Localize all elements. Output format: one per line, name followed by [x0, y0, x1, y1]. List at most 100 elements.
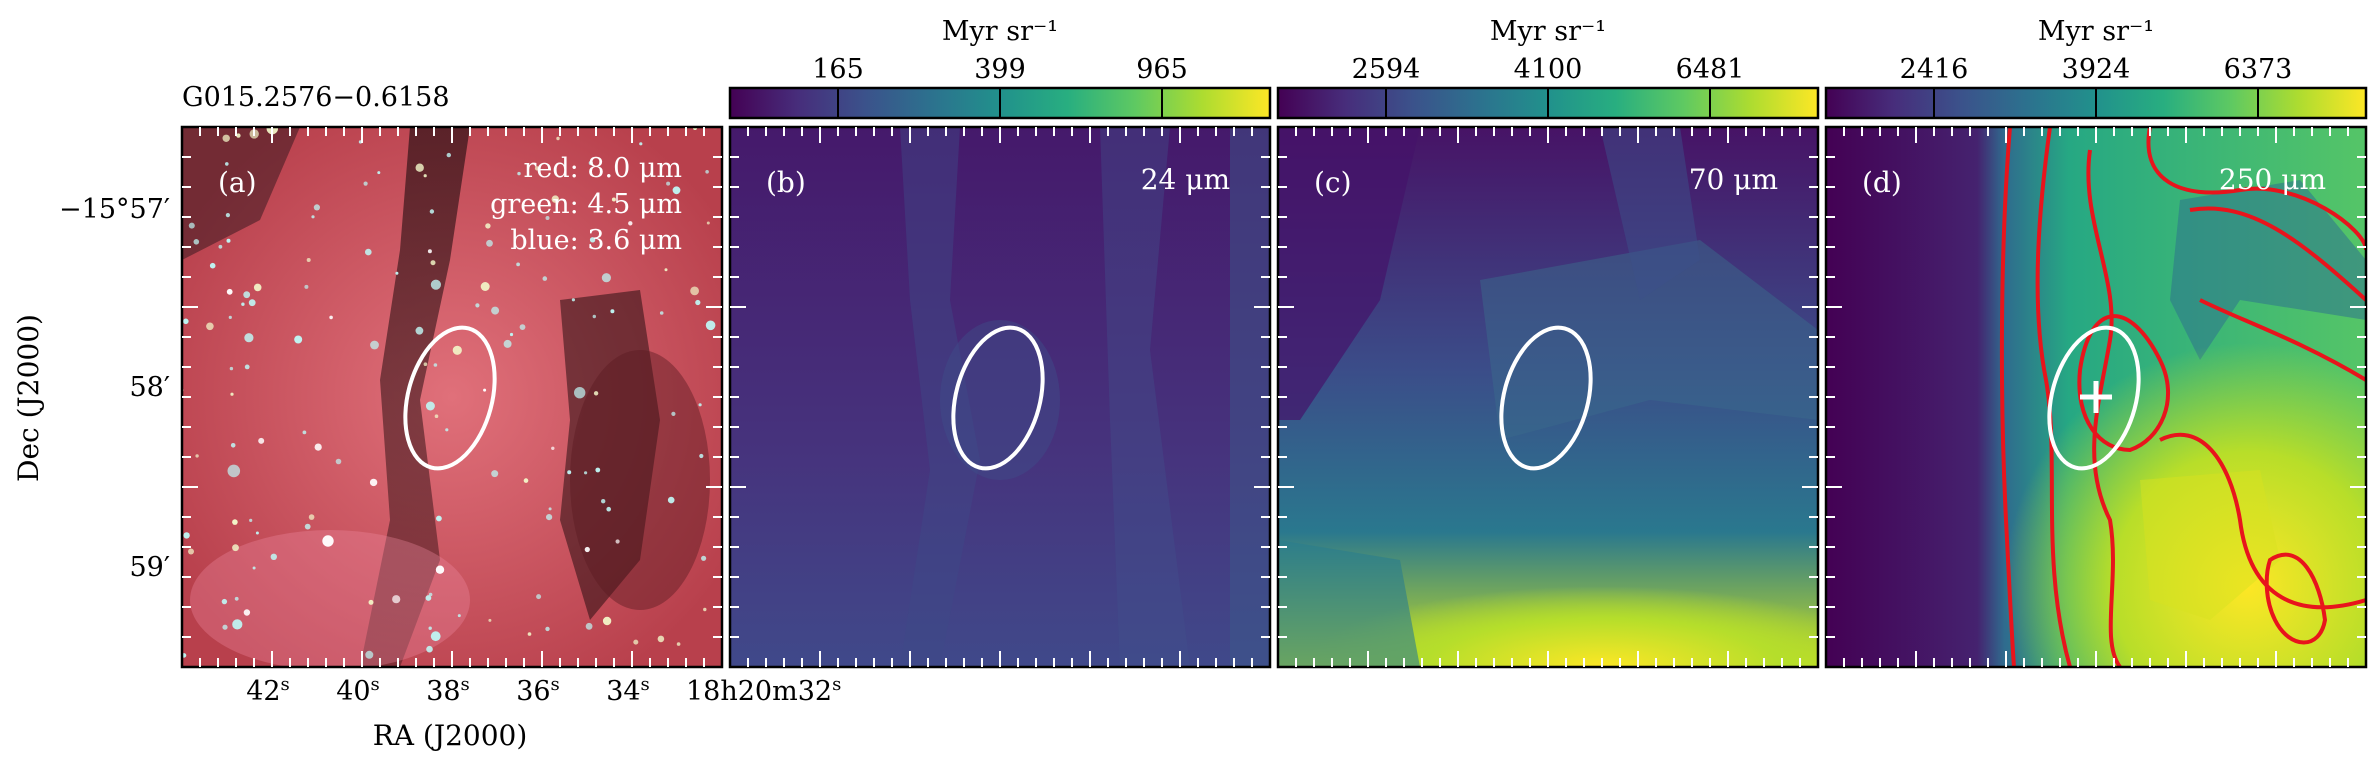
star: [545, 216, 550, 220]
star: [433, 363, 438, 367]
star: [225, 162, 229, 166]
star: [226, 238, 231, 243]
star: [606, 506, 611, 512]
star: [306, 258, 311, 262]
star: [705, 320, 716, 331]
star: [363, 181, 368, 186]
star: [545, 626, 550, 632]
panel-d-label: (d): [1862, 166, 1902, 199]
star: [188, 222, 195, 229]
star: [592, 314, 596, 319]
star: [423, 174, 427, 178]
star: [311, 215, 315, 219]
star: [225, 213, 230, 218]
star: [601, 499, 606, 504]
star: [639, 142, 643, 146]
star: [329, 315, 333, 320]
star: [475, 303, 480, 308]
star: [221, 598, 228, 605]
panel-d-ellipse: [2047, 325, 2141, 471]
panel-b-label: (b): [766, 166, 806, 199]
star: [226, 288, 233, 295]
star: [446, 152, 451, 158]
star: [546, 514, 553, 521]
panel-a-ellipse: [403, 325, 497, 471]
panel-b-image: [730, 127, 1270, 667]
star: [230, 392, 234, 396]
star: [584, 471, 588, 475]
composite-legend-blue: blue: 3.6 μm: [510, 225, 682, 256]
star: [434, 414, 439, 419]
colorbar-c-tick-3: 6481: [1676, 54, 1745, 85]
star: [430, 279, 441, 290]
star: [705, 170, 709, 174]
star: [392, 595, 401, 604]
star: [304, 523, 311, 530]
star: [548, 507, 552, 511]
star: [519, 324, 526, 330]
star: [426, 645, 433, 653]
star: [425, 595, 432, 601]
star: [491, 306, 500, 315]
panel-c-image: [1278, 127, 1818, 667]
star: [248, 299, 256, 307]
star: [241, 302, 245, 306]
star: [593, 391, 599, 396]
star: [667, 496, 675, 504]
star: [425, 401, 435, 411]
dec-tick-label: 59′: [130, 552, 171, 583]
star: [430, 631, 441, 642]
star: [206, 322, 214, 331]
ra-tick-label: 40s: [336, 674, 380, 707]
colorbar-d-tick-2: 3924: [2062, 54, 2131, 85]
star: [243, 291, 251, 299]
star: [365, 248, 372, 256]
colorbar-d-unit: Myr sr⁻¹: [2038, 16, 2154, 47]
star: [234, 596, 239, 601]
ra-tick-labels: 42s 40s 38s 36s 34s 18h20m32s: [246, 674, 841, 707]
ra-tick-label: 34s: [606, 674, 650, 707]
star: [232, 619, 243, 630]
star: [601, 273, 612, 283]
star: [222, 624, 228, 630]
panel-d-wavelength: 250 μm: [2219, 163, 2326, 196]
star: [671, 411, 676, 416]
star: [370, 340, 379, 350]
ra-tick-label: 36s: [516, 674, 560, 707]
star: [657, 635, 665, 643]
star: [595, 467, 601, 473]
x-axis-label: RA (J2000): [373, 719, 528, 752]
star: [308, 514, 315, 520]
star: [270, 553, 277, 560]
star: [183, 532, 190, 539]
panel-a: (a) red: 8.0 μm green: 4.5 μm blue: 3.6 …: [180, 125, 724, 669]
star: [567, 470, 572, 475]
star: [314, 443, 322, 451]
star: [602, 616, 612, 626]
colorbar-c-tick-1: 2594: [1352, 54, 1421, 85]
star: [195, 454, 199, 458]
panel-d: (d) 250 μm Myr sr⁻¹ 2416 3924 6373: [1824, 16, 2368, 669]
star: [516, 262, 520, 267]
star: [228, 315, 232, 319]
star: [188, 548, 194, 555]
star: [369, 478, 378, 487]
star: [255, 531, 259, 535]
star: [415, 326, 424, 335]
star: [258, 437, 265, 444]
star: [377, 171, 381, 175]
source-label: G015.2576−0.6158: [182, 82, 450, 113]
panel-c: (c) 70 μm Myr sr⁻¹ 2594 4100 6481: [1276, 16, 1820, 669]
star: [551, 446, 555, 450]
ra-tick-label: 42s: [246, 674, 290, 707]
star: [395, 271, 399, 275]
star: [313, 204, 320, 211]
star: [236, 133, 241, 138]
star: [368, 599, 374, 605]
star: [415, 163, 424, 172]
colorbar-b-tick-1: 165: [812, 54, 864, 85]
colorbar-b-ticks: [837, 88, 1163, 118]
colorbar-d-tick-1: 2416: [1900, 54, 1969, 85]
star: [229, 366, 234, 371]
star: [430, 260, 436, 266]
